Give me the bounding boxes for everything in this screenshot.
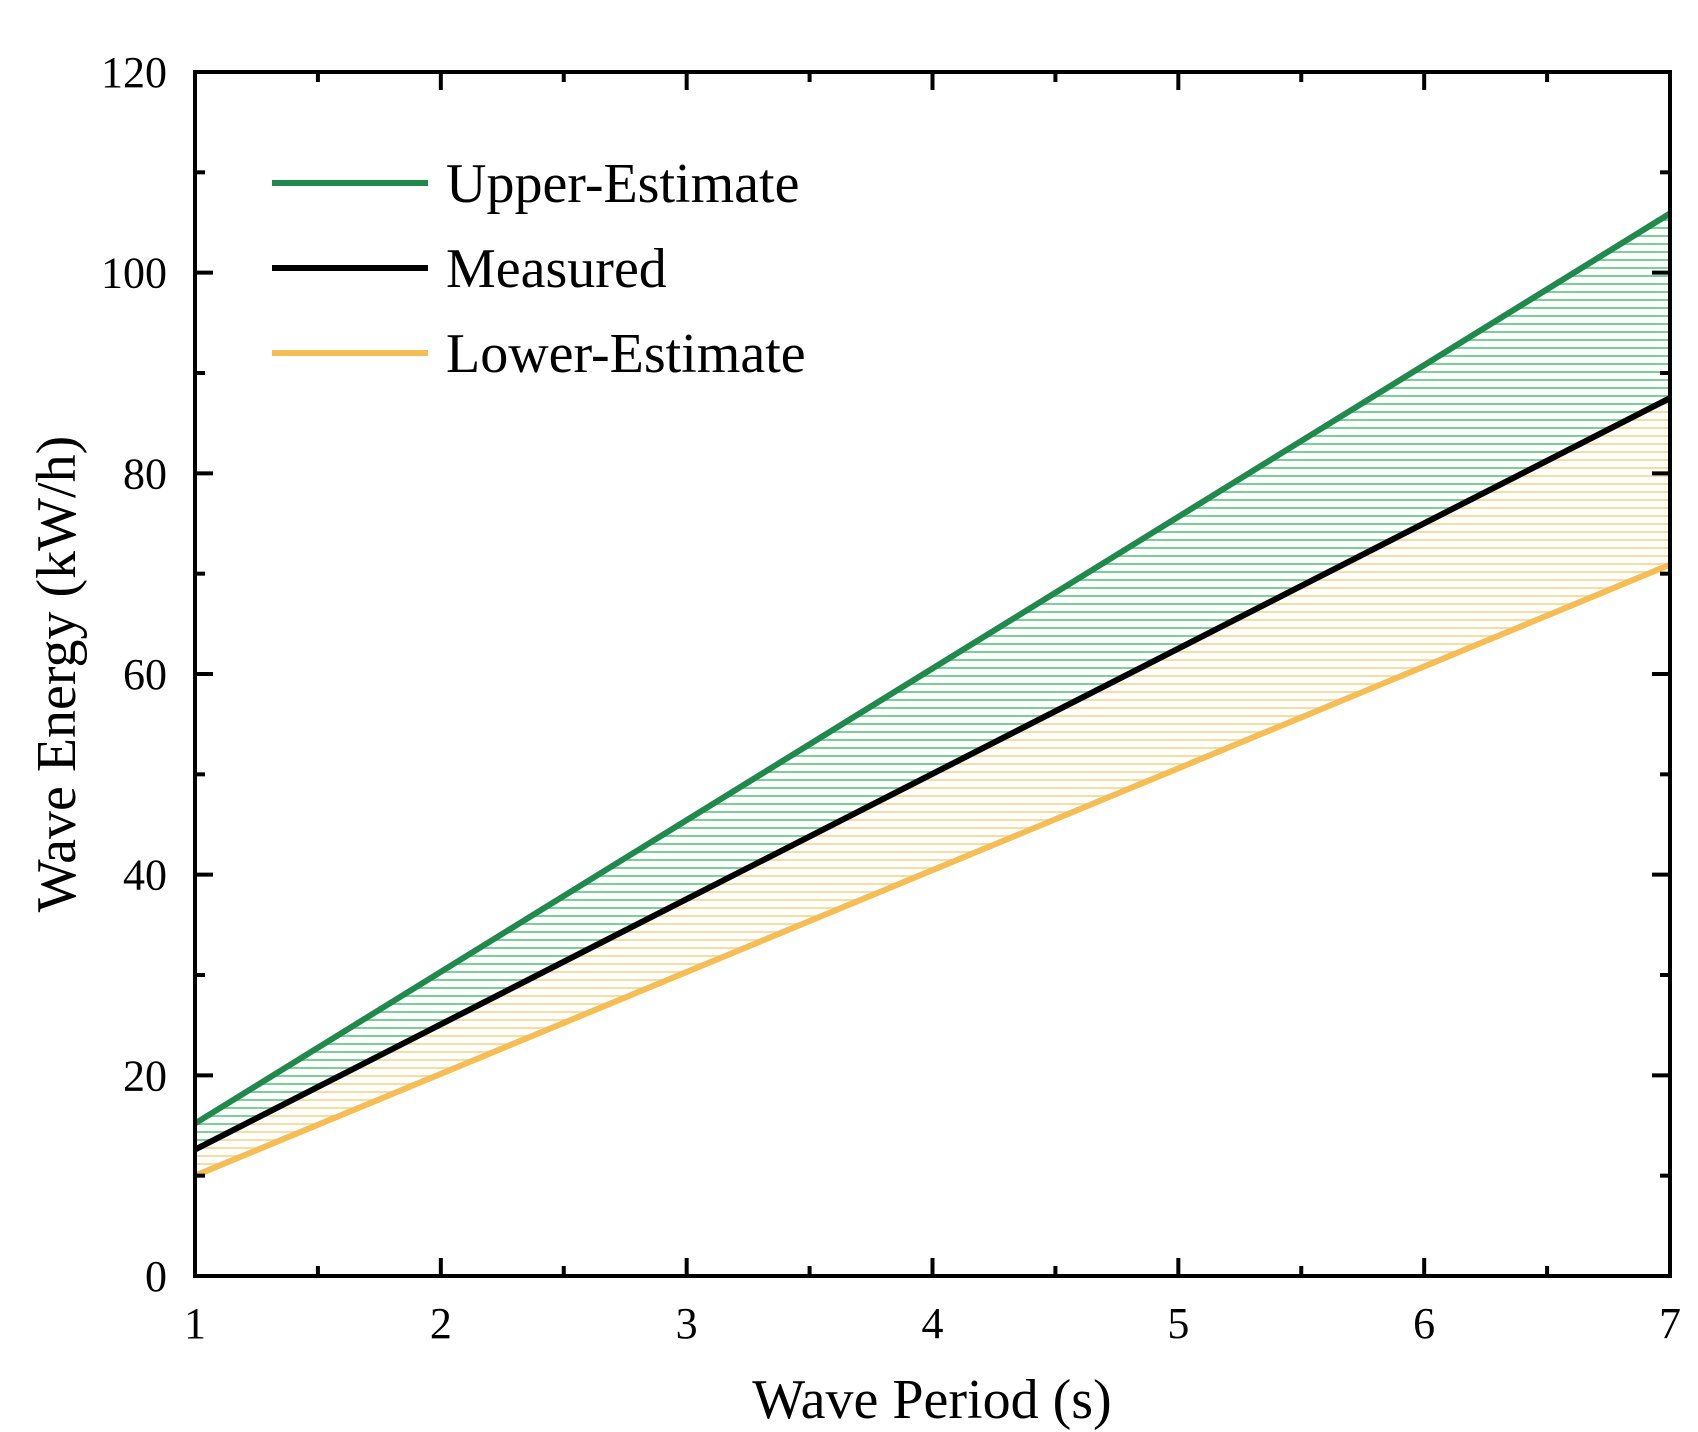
y-axis-label: Wave Energy (kW/h) <box>26 436 88 913</box>
y-tick-label: 20 <box>123 1051 167 1100</box>
x-tick-label: 1 <box>184 1299 206 1348</box>
legend-label-lower-estimate: Lower-Estimate <box>446 323 806 385</box>
x-tick-label: 4 <box>922 1299 944 1348</box>
fill-region-upper-measured <box>195 213 1670 1150</box>
y-tick-label: 40 <box>123 851 167 900</box>
x-axis-label: Wave Period (s) <box>752 1369 1111 1431</box>
x-tick-labels: 1 2 3 4 5 6 7 <box>184 1299 1681 1348</box>
x-tick-label: 5 <box>1167 1299 1189 1348</box>
y-tick-label: 60 <box>123 650 167 699</box>
y-tick-label: 100 <box>101 249 167 298</box>
x-tick-label: 3 <box>676 1299 698 1348</box>
x-tick-label: 7 <box>1659 1299 1681 1348</box>
series-line-upper-estimate <box>195 210 1670 1127</box>
series-line-lower-estimate <box>195 561 1670 1179</box>
legend-label-measured: Measured <box>446 238 667 300</box>
fill-region-measured-lower <box>195 398 1670 1176</box>
legend: Upper-Estimate Measured Lower-Estimate <box>272 153 806 385</box>
y-tick-label: 80 <box>123 449 167 498</box>
series-lines <box>195 210 1670 1179</box>
y-tick-label: 120 <box>101 48 167 97</box>
plot-frame <box>193 70 1672 1278</box>
legend-label-upper-estimate: Upper-Estimate <box>446 153 799 215</box>
x-tick-label: 6 <box>1413 1299 1435 1348</box>
y-tick-label: 0 <box>145 1252 167 1301</box>
y-tick-labels: 0 20 40 60 80 100 120 <box>101 48 167 1301</box>
series-line-measured <box>195 395 1670 1153</box>
x-tick-label: 2 <box>430 1299 452 1348</box>
fill-band-upper <box>195 213 1670 1150</box>
fill-band-lower <box>195 398 1670 1176</box>
